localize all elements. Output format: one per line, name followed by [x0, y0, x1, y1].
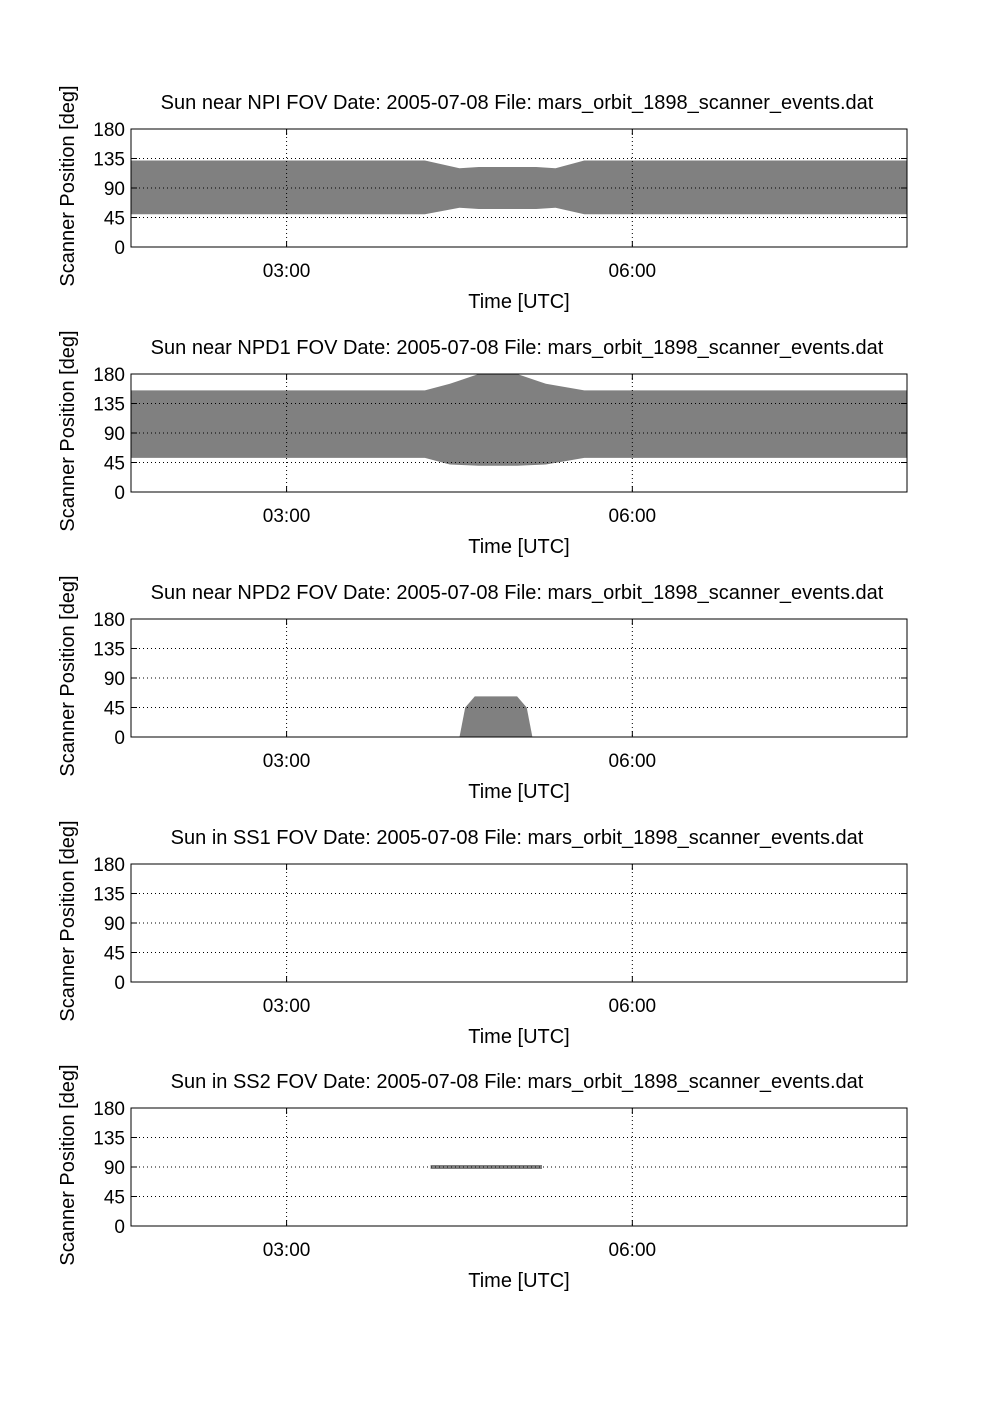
x-tick-label: 06:00	[609, 751, 657, 772]
y-tick-label: 45	[104, 209, 125, 230]
y-tick-label: 180	[93, 365, 125, 386]
y-tick-label: 135	[93, 395, 125, 416]
y-tick-label: 180	[93, 120, 125, 141]
chart-title: Sun in SS2 FOV Date: 2005-07-08 File: ma…	[171, 1071, 864, 1093]
chart-panel-5: Sun in SS2 FOV Date: 2005-07-08 File: ma…	[57, 1064, 908, 1292]
x-axis-label: Time [UTC]	[468, 1026, 569, 1048]
y-tick-label: 90	[104, 179, 125, 200]
y-tick-label: 45	[104, 944, 125, 965]
y-axis-label: Scanner Position [deg]	[57, 575, 79, 776]
y-tick-label: 90	[104, 424, 125, 445]
y-axis-label: Scanner Position [deg]	[57, 1064, 79, 1265]
y-tick-label: 45	[104, 1188, 125, 1209]
chart-title: Sun near NPD1 FOV Date: 2005-07-08 File:…	[151, 337, 884, 359]
y-tick-label: 0	[114, 238, 125, 259]
x-axis-label: Time [UTC]	[468, 536, 569, 558]
x-tick-label: 06:00	[609, 996, 657, 1017]
chart-panel-2: Sun near NPD1 FOV Date: 2005-07-08 File:…	[57, 330, 908, 558]
y-tick-label: 180	[93, 855, 125, 876]
y-axis-label: Scanner Position [deg]	[57, 85, 79, 286]
y-tick-label: 180	[93, 610, 125, 631]
x-tick-label: 03:00	[263, 261, 311, 282]
y-tick-label: 0	[114, 483, 125, 504]
x-tick-label: 03:00	[263, 996, 311, 1017]
scanner-coverage-band-1	[131, 374, 907, 466]
y-axis-label: Scanner Position [deg]	[57, 820, 79, 1021]
y-tick-label: 0	[114, 728, 125, 749]
y-tick-label: 45	[104, 454, 125, 475]
y-tick-label: 135	[93, 150, 125, 171]
chart-title: Sun in SS1 FOV Date: 2005-07-08 File: ma…	[171, 827, 864, 849]
chart-panel-4: Sun in SS1 FOV Date: 2005-07-08 File: ma…	[57, 820, 908, 1048]
x-tick-label: 03:00	[263, 1240, 311, 1261]
scanner-coverage-band-1	[459, 696, 533, 737]
y-tick-label: 0	[114, 1217, 125, 1238]
chart-panel-3: Sun near NPD2 FOV Date: 2005-07-08 File:…	[57, 575, 908, 803]
y-tick-label: 90	[104, 669, 125, 690]
x-tick-label: 03:00	[263, 506, 311, 527]
y-tick-label: 180	[93, 1099, 125, 1120]
y-axis-label: Scanner Position [deg]	[57, 330, 79, 531]
y-tick-label: 135	[93, 640, 125, 661]
y-tick-label: 135	[93, 885, 125, 906]
chart-title: Sun near NPI FOV Date: 2005-07-08 File: …	[161, 92, 874, 114]
y-tick-label: 90	[104, 914, 125, 935]
y-tick-label: 90	[104, 1158, 125, 1179]
x-tick-label: 03:00	[263, 751, 311, 772]
y-tick-label: 0	[114, 973, 125, 994]
scanner-coverage-band-1	[430, 1165, 542, 1169]
chart-title: Sun near NPD2 FOV Date: 2005-07-08 File:…	[151, 582, 884, 604]
x-axis-label: Time [UTC]	[468, 1270, 569, 1292]
chart-panel-1: Sun near NPI FOV Date: 2005-07-08 File: …	[57, 85, 908, 313]
y-tick-label: 135	[93, 1129, 125, 1150]
y-tick-label: 45	[104, 699, 125, 720]
x-tick-label: 06:00	[609, 506, 657, 527]
x-axis-label: Time [UTC]	[468, 781, 569, 803]
x-tick-label: 06:00	[609, 1240, 657, 1261]
x-tick-label: 06:00	[609, 261, 657, 282]
scanner-coverage-band-1	[131, 160, 907, 215]
x-axis-label: Time [UTC]	[468, 291, 569, 313]
